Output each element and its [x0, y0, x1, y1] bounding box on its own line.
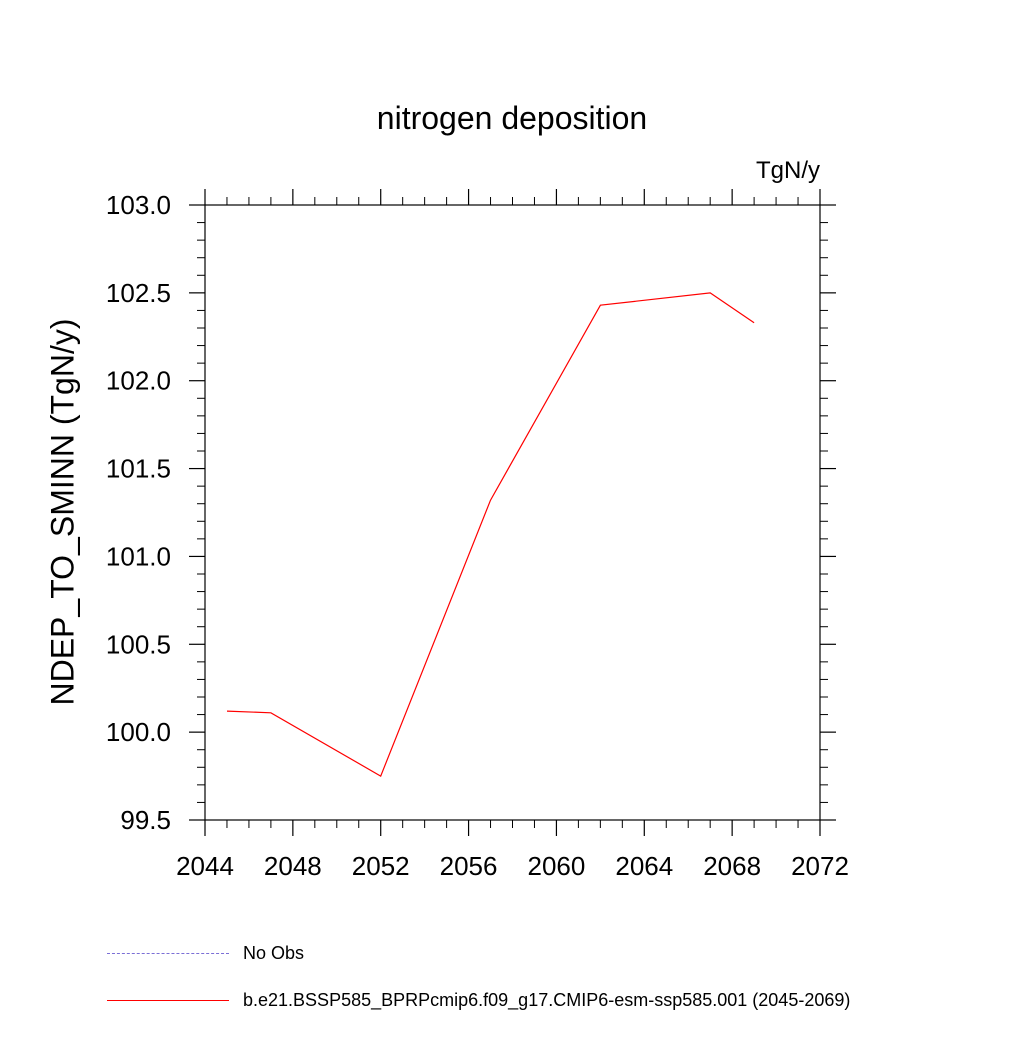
x-tick-label: 2048: [264, 851, 322, 881]
x-tick-label: 2068: [703, 851, 761, 881]
x-tick-label: 2056: [440, 851, 498, 881]
units-label: TgN/y: [755, 157, 820, 184]
y-tick-label: 102.0: [106, 366, 171, 396]
y-tick-label: 103.0: [106, 190, 171, 220]
y-tick-label: 99.5: [120, 805, 171, 835]
y-tick-label: 101.0: [106, 541, 171, 571]
x-tick-label: 2060: [528, 851, 586, 881]
y-axis-label: NDEP_TO_SMINN (TgN/y): [44, 318, 81, 706]
legend-item-model-run: b.e21.BSSP585_BPRPcmip6.f09_g17.CMIP6-es…: [107, 988, 850, 1012]
legend-swatch-dashed: [107, 952, 229, 954]
x-tick-label: 2044: [176, 851, 234, 881]
x-tick-label: 2064: [615, 851, 673, 881]
y-tick-label: 100.5: [106, 629, 171, 659]
x-tick-label: 2052: [352, 851, 410, 881]
series-layer: [226, 292, 755, 777]
y-tick-label: 102.5: [106, 278, 171, 308]
legend: No Obs b.e21.BSSP585_BPRPcmip6.f09_g17.C…: [0, 920, 1024, 1040]
legend-label: b.e21.BSSP585_BPRPcmip6.f09_g17.CMIP6-es…: [243, 989, 851, 1010]
y-tick-label: 100.0: [106, 717, 171, 747]
chart-title: nitrogen deposition: [376, 100, 648, 136]
minor-ticks: [197, 197, 828, 828]
series-line: [226, 292, 755, 777]
legend-label: No Obs: [243, 942, 305, 963]
legend-swatch-solid: [107, 999, 229, 1001]
tick-labels: 99.5 100.0 100.5 101.0 101.5 102.0 102.5 103.0 2…: [106, 190, 849, 881]
plot-frame: [204, 204, 821, 821]
y-tick-label: 101.5: [106, 454, 171, 484]
legend-item-no-obs: No Obs: [107, 941, 304, 965]
major-ticks: [189, 189, 836, 836]
x-tick-label: 2072: [791, 851, 849, 881]
